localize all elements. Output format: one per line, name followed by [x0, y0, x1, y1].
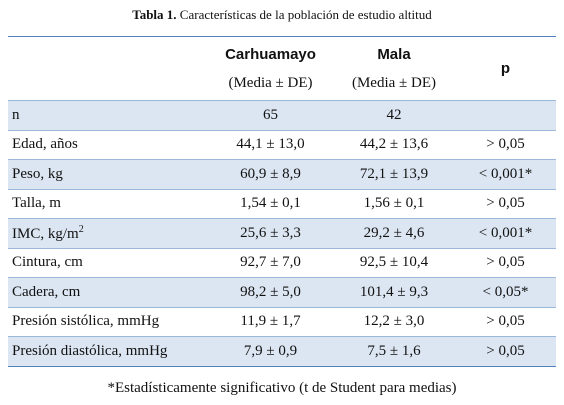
value-cell: < 0,001*	[478, 224, 533, 241]
row-label-cell: Peso, kg	[8, 160, 208, 190]
row-label-cell: IMC, kg/m2	[8, 219, 208, 249]
row-label: Talla, m	[12, 195, 61, 212]
table-row: Talla, m 1,54 ± 0,1 1,56 ± 0,1 > 0,05	[8, 189, 556, 219]
value-cell	[455, 101, 556, 131]
title-text: Características de la población de estud…	[179, 7, 432, 22]
value-cell: 7,5 ± 1,6	[367, 342, 421, 359]
table-row: IMC, kg/m2 25,6 ± 3,3 29,2 ± 4,6 < 0,001*	[8, 218, 556, 249]
table-row: Presión diastólica, mmHg 7,9 ± 0,9 7,5 ± 1…	[8, 336, 556, 367]
row-label-cell: Cadera, cm	[8, 278, 208, 308]
value-cell: 12,2 ± 3,0	[363, 313, 425, 330]
table-row: Cadera, cm 98,2 ± 5,0 101,4 ± 9,3 < 0,05*	[8, 277, 556, 308]
superscript: 2	[78, 223, 84, 235]
header-empty	[8, 37, 208, 101]
row-label: Peso, kg	[12, 165, 63, 182]
value-cell: 101,4 ± 9,3	[359, 283, 429, 300]
row-label-cell: Presión diastólica, mmHg	[8, 337, 208, 367]
value-cell: 60,9 ± 8,9	[240, 165, 301, 182]
data-table: Carhuamayo (Media ± DE) Mala (Media ± DE) …	[8, 36, 556, 367]
table-row: Edad, años 44,1 ± 13,0 44,2 ± 13,6 > 0,05	[8, 130, 556, 160]
value-cell: 92,7 ± 7,0	[240, 254, 301, 271]
value-cell: 65	[263, 106, 278, 123]
column-subtitle: (Media ± DE)	[351, 74, 437, 91]
row-label: Presión diastólica, mmHg	[12, 342, 168, 359]
column-subtitle: (Media ± DE)	[228, 74, 313, 91]
row-label-cell: Edad, años	[8, 130, 208, 160]
header-row: Carhuamayo (Media ± DE) Mala (Media ± DE) …	[8, 36, 556, 101]
value-cell: < 0,05*	[482, 283, 529, 300]
table-row: Presión sistólica, mmHg 11,9 ± 1,7 12,2 ± …	[8, 307, 556, 337]
table-title: Tabla 1. Características de la población…	[0, 7, 564, 23]
value-cell: 25,6 ± 3,3	[240, 224, 301, 241]
table-body: n 65 42 Edad, años 44,1 ± 13,0 44,2 ± 13,6 > 0…	[8, 100, 556, 367]
table-row: Peso, kg 60,9 ± 8,9 72,1 ± 13,9 < 0,001*	[8, 159, 556, 190]
value-cell: > 0,05	[486, 313, 525, 330]
value-cell: 98,2 ± 5,0	[240, 283, 301, 300]
value-cell: > 0,05	[486, 136, 525, 153]
value-cell: 29,2 ± 4,6	[363, 224, 425, 241]
value-cell: > 0,05	[486, 195, 525, 212]
value-cell: 42	[386, 106, 402, 123]
row-label-cell: Cintura, cm	[8, 248, 208, 278]
row-label: n	[12, 106, 20, 123]
row-label-cell: n	[8, 101, 208, 131]
row-label: Edad, años	[12, 136, 78, 153]
title-label: Tabla 1.	[132, 7, 177, 22]
value-cell: 44,1 ± 13,0	[236, 136, 305, 153]
value-cell: 1,56 ± 0,1	[363, 195, 425, 212]
value-cell: 7,9 ± 0,9	[243, 342, 298, 359]
value-cell: > 0,05	[486, 342, 525, 359]
footnote: *Estadísticamente significativo (t de St…	[107, 380, 457, 396]
table-row: Cintura, cm 92,7 ± 7,0 92,5 ± 10,4 > 0,05	[8, 248, 556, 278]
value-cell: 92,5 ± 10,4	[359, 254, 429, 271]
value-cell: 1,54 ± 0,1	[240, 195, 301, 212]
column-title: Carhuamayo	[225, 45, 316, 63]
column-title: Mala	[377, 45, 411, 63]
column-title: p	[500, 60, 511, 77]
value-cell: > 0,05	[486, 254, 525, 271]
row-label: IMC, kg/m	[12, 225, 79, 242]
value-cell: 44,2 ± 13,6	[359, 136, 429, 153]
row-label: Cintura, cm	[12, 254, 83, 271]
header-cell: Carhuamayo (Media ± DE)	[208, 37, 333, 101]
table-row: n 65 42	[8, 100, 556, 131]
row-label: Presión sistólica, mmHg	[12, 313, 160, 330]
value-cell: 72,1 ± 13,9	[359, 165, 429, 182]
header-cell: p	[455, 37, 556, 101]
row-label-cell: Talla, m	[8, 189, 208, 219]
value-cell: 11,9 ± 1,7	[240, 313, 301, 330]
row-label: Cadera, cm	[12, 283, 81, 300]
header-cell: Mala (Media ± DE)	[333, 37, 455, 101]
row-label-cell: Presión sistólica, mmHg	[8, 307, 208, 337]
value-cell: < 0,001*	[478, 165, 533, 182]
